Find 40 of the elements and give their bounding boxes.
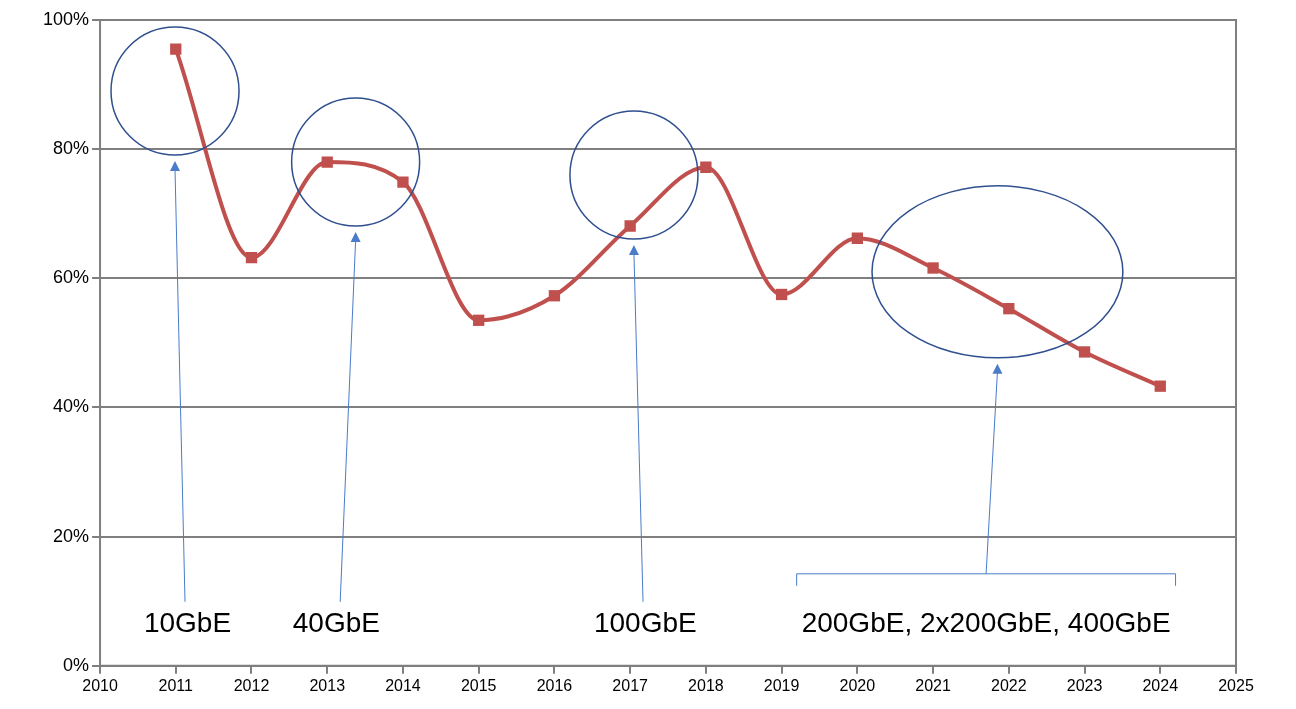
x-tick-label: 2021 <box>915 676 951 694</box>
point <box>1078 346 1091 358</box>
annotation: 200GbE, 2x200GbE, 400GbE <box>801 606 1171 638</box>
x-tick-label: 2024 <box>1142 676 1179 694</box>
y-tick-label: 40% <box>53 396 90 417</box>
x-tick-label: 2011 <box>158 676 194 694</box>
x-tick-label: 2017 <box>612 676 649 694</box>
point <box>548 290 561 302</box>
annotation: 10GbE <box>143 606 232 638</box>
point <box>624 220 636 232</box>
point <box>1003 303 1015 315</box>
y-tick-label: 80% <box>53 138 90 159</box>
x-tick-label: 2015 <box>460 676 497 694</box>
point <box>170 43 182 55</box>
x-tick-label: 2010 <box>82 676 118 694</box>
x-tick-label: 2012 <box>233 676 270 694</box>
point <box>321 156 333 168</box>
x-tick-label: 2016 <box>536 676 573 694</box>
annotation: 40GbE <box>292 606 380 638</box>
x-tick-label: 2013 <box>309 676 346 694</box>
y-tick-label: 0% <box>63 654 90 675</box>
point <box>397 176 409 188</box>
x-tick-label: 2022 <box>991 676 1027 694</box>
x-tick-label: 2014 <box>385 676 421 694</box>
point <box>775 288 788 301</box>
point <box>473 314 485 326</box>
y-tick-label: 100% <box>42 8 90 29</box>
x-tick-label: 2025 <box>1218 676 1254 694</box>
y-tick-label: 60% <box>53 267 90 288</box>
x-tick-label: 2020 <box>839 676 876 694</box>
point <box>851 232 863 244</box>
point <box>927 262 939 274</box>
x-tick-label: 2023 <box>1066 676 1103 694</box>
point <box>700 161 712 173</box>
annotation: 100GbE <box>593 606 697 638</box>
point <box>245 252 258 264</box>
y-tick-label: 20% <box>53 525 90 546</box>
x-tick-label: 2019 <box>763 676 800 694</box>
point <box>1154 380 1166 392</box>
x-tick-label: 2018 <box>688 676 724 694</box>
